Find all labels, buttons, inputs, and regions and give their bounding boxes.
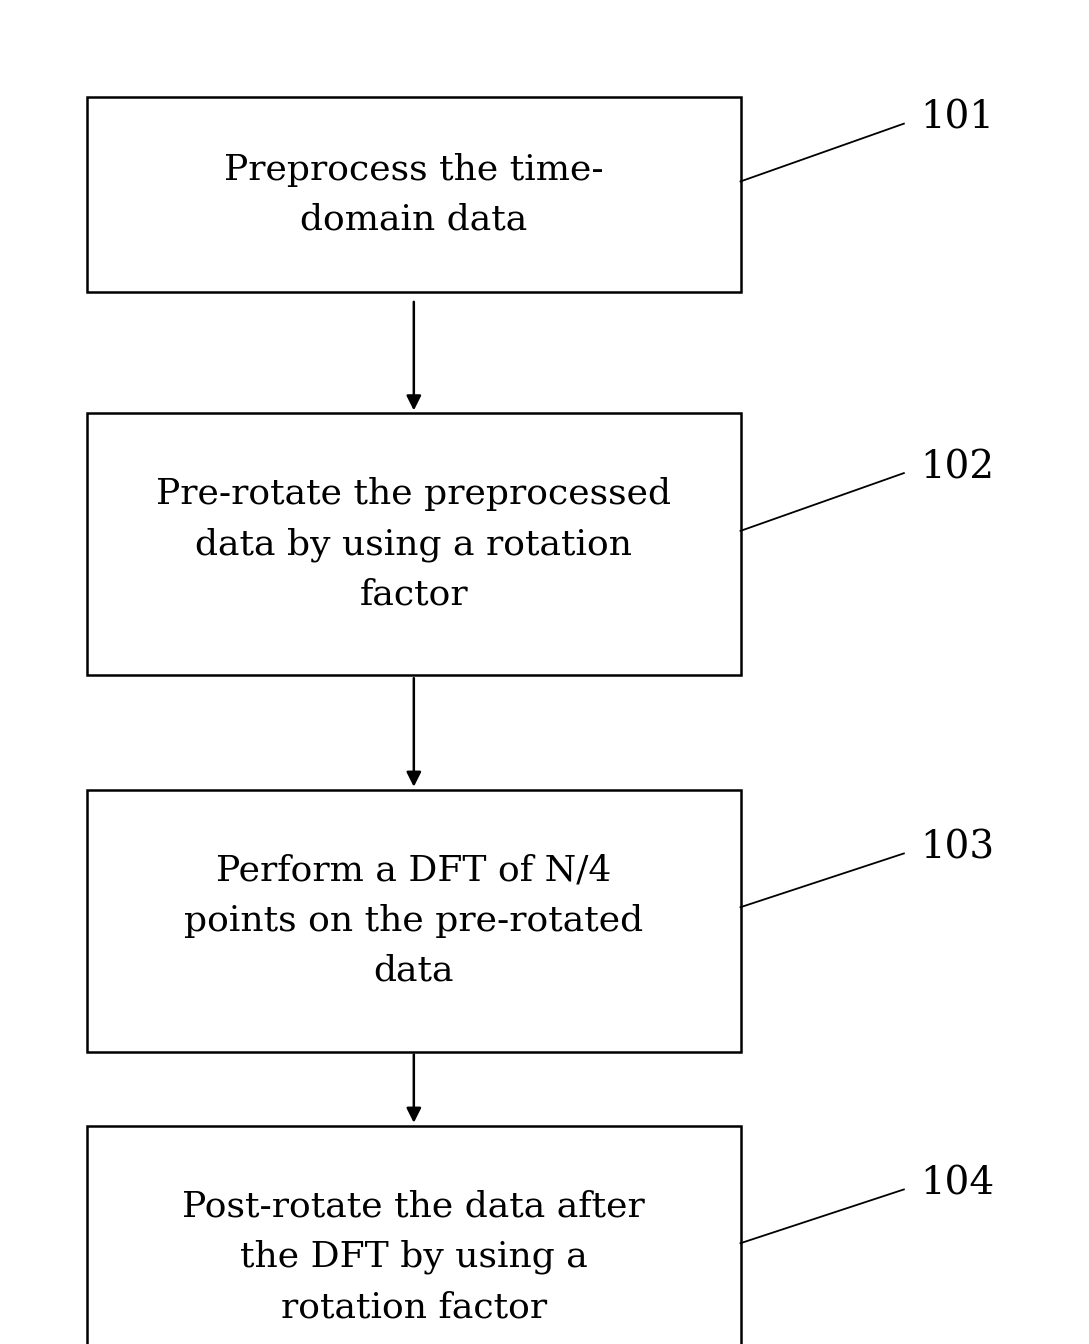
Text: 101: 101 xyxy=(920,99,994,137)
Text: Pre-rotate the preprocessed
data by using a rotation
factor: Pre-rotate the preprocessed data by usin… xyxy=(157,477,671,612)
Bar xyxy=(87,97,741,293)
Text: Preprocess the time-
domain data: Preprocess the time- domain data xyxy=(224,153,603,237)
Text: 103: 103 xyxy=(920,829,994,867)
Text: 104: 104 xyxy=(920,1165,994,1203)
Text: Post-rotate the data after
the DFT by using a
rotation factor: Post-rotate the data after the DFT by us… xyxy=(183,1189,645,1324)
Text: 102: 102 xyxy=(920,449,994,487)
Text: Perform a DFT of N/4
points on the pre-rotated
data: Perform a DFT of N/4 points on the pre-r… xyxy=(184,853,644,988)
Bar xyxy=(87,790,741,1051)
Bar xyxy=(87,414,741,676)
Bar xyxy=(87,1126,741,1344)
